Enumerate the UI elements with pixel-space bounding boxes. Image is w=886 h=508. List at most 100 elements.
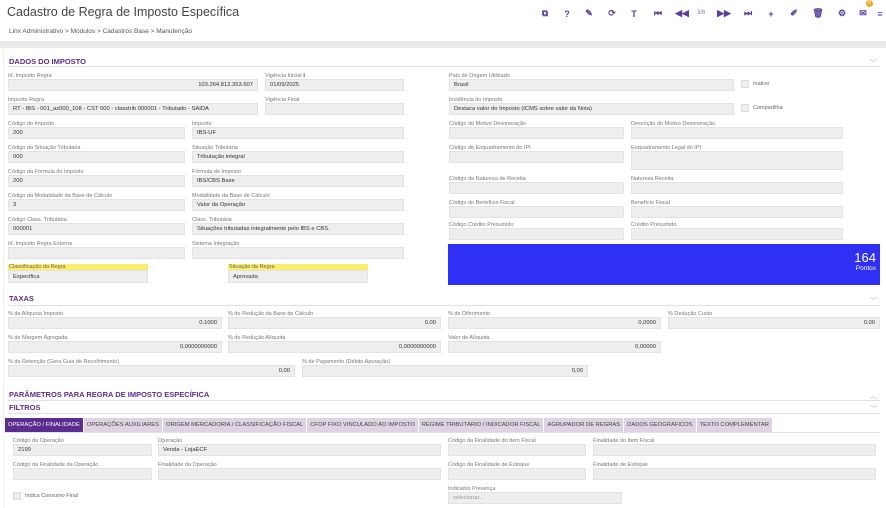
cod-fin-item-label: Código da Finalidade do Item Fiscal — [448, 438, 536, 444]
sit-field[interactable]: Tributação integral — [192, 151, 404, 163]
valor-aliq-field[interactable]: 0,00000 — [448, 341, 661, 353]
tab-6[interactable]: AGRUPADOR DE REGRAS — [544, 418, 625, 432]
cod-mod-field[interactable]: 3 — [8, 199, 185, 211]
edit-icon[interactable]: ✐ — [790, 8, 798, 18]
refresh-icon[interactable]: ⟳ — [608, 8, 616, 18]
red-base-label: % de Redução da Base de Cálculo — [228, 311, 314, 317]
imposto-regra-field[interactable]: RT - IBS - 001_az000_108 - CST 000 - cla… — [8, 103, 258, 115]
ded-label: % Dedução Custo — [668, 311, 713, 317]
delete-icon[interactable]: 🗑 — [812, 8, 824, 18]
chevron-down-icon[interactable]: ﹀ — [870, 406, 877, 413]
tab-4[interactable]: CFOP FIXO VINCULADO AO IMPOSTO — [307, 418, 419, 432]
cod-class-label: Código Class. Tributária — [8, 217, 67, 223]
inbox-icon[interactable]: ✉ — [859, 8, 867, 18]
vig-ini-field[interactable]: 01/09/2025 — [265, 79, 404, 91]
tab-3[interactable]: ORIGEM MERCADORIA / CLASSIFICAÇÃO FISCAL — [163, 418, 308, 432]
margem-label: % de Margem Agregada — [8, 335, 68, 341]
vig-fim-field[interactable] — [265, 103, 404, 115]
ret-label: % de Retenção (Gera Guia de Recolhimento… — [8, 359, 119, 365]
sis-int-field[interactable] — [192, 247, 404, 259]
cred-field[interactable] — [631, 228, 843, 240]
cod-fin-op-field[interactable] — [13, 468, 152, 480]
page-title: Cadastro de Regra de Imposto Específica — [7, 5, 240, 19]
cod-enq-label: Código de Enquadramento do IPI — [449, 145, 531, 151]
dif-field[interactable]: 0,0000 — [448, 317, 661, 329]
tab-2[interactable]: OPERAÇÕES AUXILIARES — [83, 418, 164, 432]
cod-op-field[interactable]: 2199 — [13, 444, 152, 456]
divider — [8, 305, 880, 306]
copy-icon[interactable]: ⧉ — [541, 8, 549, 18]
cod-sit-field[interactable]: 000 — [8, 151, 185, 163]
incid-field[interactable]: Destaca valor do Imposto (ICMS sobre val… — [449, 103, 734, 115]
first-icon[interactable]: ⏮ — [653, 8, 663, 18]
fin-est-field[interactable] — [593, 468, 876, 480]
section-filtros-title: FILTROS — [9, 403, 41, 412]
aliq-field[interactable]: 0,1000 — [8, 317, 222, 329]
ret-field[interactable]: 0,00 — [8, 365, 295, 377]
add-icon[interactable]: + — [768, 8, 774, 19]
ben-field[interactable] — [631, 206, 843, 218]
chevron-up-icon[interactable]: ︿ — [870, 393, 877, 400]
cod-form-field[interactable]: 200 — [8, 175, 185, 187]
fin-op-field[interactable] — [158, 468, 441, 480]
margem-field[interactable]: 0,0000000000 — [8, 341, 222, 353]
classif-field[interactable]: Especifica — [8, 270, 148, 283]
form-field[interactable]: IBS/CBS Base — [192, 175, 404, 187]
red-aliq-label: % de Redução Alíquota — [228, 335, 286, 341]
last-icon[interactable]: ⏭ — [743, 8, 753, 18]
red-aliq-field[interactable]: 0,0000000000 — [228, 341, 441, 353]
consumo-final-checkbox[interactable] — [13, 492, 21, 500]
previous-icon[interactable]: ◀◀ — [675, 8, 689, 18]
cod-form-label: Código da Fórmula do Imposto — [8, 169, 84, 175]
imposto-field[interactable]: IBS-UF — [192, 127, 404, 139]
indicador-presenca-select[interactable]: selecionar... — [448, 492, 622, 504]
help-icon[interactable]: ? — [564, 8, 570, 19]
cod-fin-est-field[interactable] — [448, 468, 586, 480]
mod-label: Modalidade da Base de Cálculo — [192, 193, 270, 199]
tab-5[interactable]: REGIME TRIBUTÁRIO / INDICADOR FISCAL — [418, 418, 545, 432]
cod-imposto-field[interactable]: 200 — [8, 127, 185, 139]
id-ext-field[interactable] — [8, 247, 185, 259]
compartilha-checkbox[interactable] — [741, 104, 749, 112]
situacao-field[interactable]: Aprovada — [228, 270, 368, 283]
nat-field[interactable] — [631, 182, 843, 194]
enq-field[interactable] — [631, 151, 843, 170]
menu-icon[interactable]: ≡ — [877, 8, 883, 19]
tab-7[interactable]: DADOS GEOGRÁFICOS — [624, 418, 697, 432]
consumo-final-label: Indica Consumo Final — [25, 493, 79, 499]
pais-field[interactable]: Brasil — [449, 79, 734, 91]
mod-field[interactable]: Valor da Operação — [192, 199, 404, 211]
cod-nat-field[interactable] — [449, 182, 624, 194]
ben-label: Benefício Fiscal — [631, 200, 670, 206]
filter-icon[interactable]: T — [631, 8, 637, 19]
inativo-checkbox[interactable] — [741, 80, 749, 88]
tab-1[interactable]: OPERAÇÃO / FINALIDADE — [5, 418, 84, 432]
next-icon[interactable]: ▶▶ — [717, 8, 731, 18]
ded-field[interactable]: 0,00 — [668, 317, 880, 329]
cod-enq-field[interactable] — [449, 151, 624, 163]
id-regra-field[interactable]: 103.264.812.353.607 — [8, 79, 258, 91]
cod-cred-field[interactable] — [449, 228, 624, 240]
score-label: Pontos — [855, 265, 876, 272]
fin-item-field[interactable] — [593, 444, 876, 456]
cod-mot-field[interactable] — [449, 127, 624, 139]
cod-class-field[interactable]: 000001 — [8, 223, 185, 235]
desc-mot-field[interactable] — [631, 127, 843, 139]
situacao-label: Situação da Regra — [228, 264, 368, 270]
id-regra-label: Id. Imposto Regra — [8, 73, 52, 79]
pag-field[interactable]: 0,00 — [302, 365, 588, 377]
chevron-down-icon[interactable]: ﹀ — [870, 60, 877, 67]
class-field[interactable]: Situações tributadas integralmente pelo … — [192, 223, 404, 235]
tab-8[interactable]: TEXTO COMPLEMENTAR — [696, 418, 773, 432]
settings-icon[interactable]: ⚙ — [837, 8, 847, 18]
cod-fin-item-field[interactable] — [448, 444, 586, 456]
compartilha-label: Compartilha — [753, 105, 783, 111]
fin-op-label: Finalidade da Operação — [158, 462, 217, 468]
op-field[interactable]: Venda - LojaECF — [158, 444, 441, 456]
chevron-down-icon[interactable]: ﹀ — [870, 298, 877, 305]
red-base-field[interactable]: 0,00 — [228, 317, 441, 329]
eraser-icon[interactable]: ✎ — [585, 8, 593, 18]
cod-sit-label: Código da Situação Tributária — [8, 145, 81, 151]
cod-ben-field[interactable] — [449, 206, 624, 218]
vig-fim-label: Vigência Final — [265, 97, 300, 103]
